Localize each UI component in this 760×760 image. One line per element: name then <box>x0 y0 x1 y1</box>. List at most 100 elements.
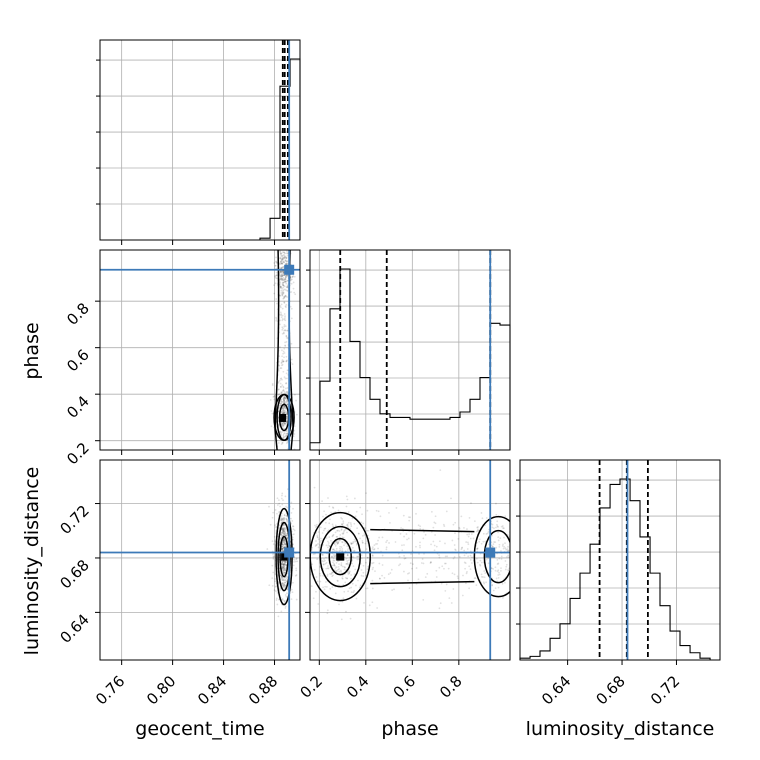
sample-point <box>281 543 284 546</box>
sample-point <box>280 292 283 294</box>
sample-point <box>315 540 317 542</box>
sample-point <box>281 547 284 550</box>
sample-point <box>401 528 404 530</box>
sample-point <box>346 545 349 548</box>
sample-point <box>280 545 283 548</box>
sample-point <box>305 595 307 597</box>
sample-point <box>281 563 284 566</box>
sample-point <box>285 519 288 522</box>
sample-point <box>275 277 278 280</box>
sample-point <box>415 567 418 569</box>
sample-point <box>284 244 286 246</box>
sample-point <box>293 429 296 432</box>
xlabel-geocent-time: geocent_time <box>135 718 264 740</box>
sample-point <box>286 387 289 389</box>
sample-point <box>322 560 325 563</box>
sample-point <box>372 566 374 569</box>
sample-point <box>328 545 331 547</box>
sample-point <box>284 281 287 283</box>
sample-point <box>324 527 327 530</box>
sample-point <box>285 360 288 363</box>
ylabel-phase: phase <box>21 322 43 379</box>
sample-point <box>322 563 325 566</box>
sample-point <box>284 401 286 403</box>
hist-panel-geocent-time <box>96 39 301 245</box>
sample-point <box>280 252 283 255</box>
axes-frame <box>309 249 511 451</box>
sample-point <box>483 576 486 579</box>
sample-point <box>493 527 495 530</box>
sample-point <box>275 274 278 277</box>
y-tick-label: 0.72 <box>56 502 92 538</box>
sample-point <box>518 519 520 521</box>
x-tick-label: 0.88 <box>245 672 281 708</box>
sample-point <box>327 549 330 552</box>
sample-point <box>433 544 436 547</box>
sample-point <box>280 385 282 388</box>
sample-point <box>468 533 471 536</box>
sample-point <box>283 295 285 298</box>
sample-point <box>281 517 283 520</box>
sample-point <box>340 562 343 564</box>
sample-point <box>346 498 349 501</box>
sample-point <box>342 583 345 586</box>
sample-point <box>319 543 321 546</box>
sample-point <box>407 579 409 582</box>
sample-point <box>283 542 286 545</box>
sample-point <box>278 511 281 514</box>
sample-point <box>281 528 284 531</box>
sample-point <box>283 407 286 410</box>
sample-point <box>523 488 525 490</box>
sample-point <box>284 405 286 408</box>
density-layer <box>305 469 525 621</box>
sample-point <box>327 565 329 567</box>
sample-point <box>317 546 320 549</box>
sample-point <box>279 253 282 256</box>
sample-point <box>492 543 495 546</box>
sample-point <box>283 254 286 257</box>
sample-point <box>430 561 432 563</box>
sample-point <box>285 382 287 385</box>
sample-point <box>282 567 285 569</box>
sample-point <box>280 272 283 274</box>
sample-point <box>371 562 374 565</box>
sample-point <box>293 560 295 563</box>
sample-point <box>311 563 314 566</box>
sample-point <box>279 278 282 280</box>
sample-point <box>443 562 446 565</box>
sample-point <box>323 588 326 591</box>
sample-point <box>281 262 283 265</box>
sample-point <box>497 574 500 576</box>
sample-point <box>493 541 495 543</box>
sample-point <box>408 587 411 590</box>
sample-point <box>438 554 441 557</box>
sample-point <box>275 599 278 601</box>
sample-point <box>284 315 286 318</box>
sample-point <box>353 573 356 576</box>
sample-point <box>371 568 374 571</box>
sample-point <box>282 530 284 532</box>
sample-point <box>346 577 349 580</box>
sample-point <box>281 390 284 392</box>
sample-point <box>283 280 286 283</box>
sample-point <box>357 579 359 582</box>
sample-point <box>317 543 319 545</box>
sample-point <box>478 540 481 543</box>
sample-point <box>452 523 455 526</box>
sample-point <box>281 562 283 564</box>
sample-point <box>280 400 283 403</box>
sample-point <box>466 548 469 550</box>
sample-point <box>485 533 488 535</box>
sample-point <box>284 325 287 327</box>
sample-point <box>282 257 285 260</box>
sample-point <box>281 258 284 261</box>
sample-point <box>434 522 437 525</box>
sample-point <box>272 511 275 514</box>
sample-point <box>281 262 284 265</box>
sample-point <box>504 581 506 584</box>
sample-point <box>284 560 287 563</box>
sample-point <box>280 314 282 317</box>
sample-point <box>422 598 425 601</box>
sample-point <box>281 274 284 277</box>
sample-point <box>334 531 337 534</box>
